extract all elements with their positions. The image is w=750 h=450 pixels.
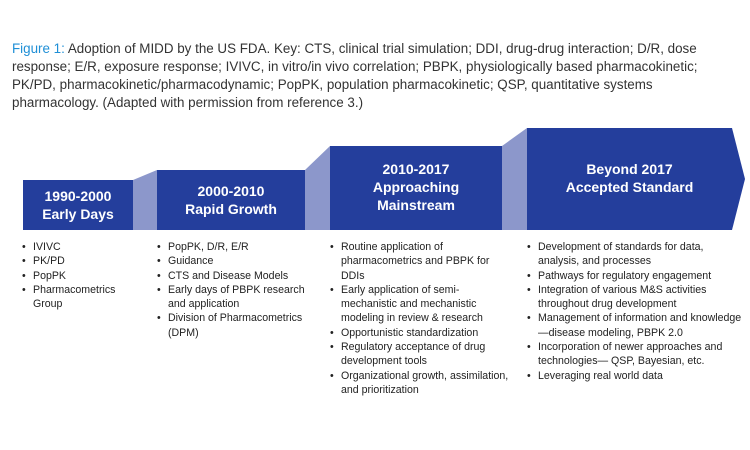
stage-title-3: 2010-2017 Approaching Mainstream bbox=[330, 160, 502, 214]
stage-box-4-arrow bbox=[527, 128, 745, 230]
stage-4-items: Development of standards for data, analy… bbox=[527, 240, 742, 383]
connector-2-3 bbox=[305, 146, 330, 230]
stage-1-label: Early Days bbox=[42, 206, 114, 222]
stage-box-3 bbox=[330, 146, 502, 230]
list-item: Division of Pharmacometrics (DPM) bbox=[157, 311, 317, 340]
list-item: CTS and Disease Models bbox=[157, 269, 317, 284]
connector-3-4 bbox=[502, 128, 527, 230]
list-item: PopPK bbox=[22, 269, 134, 284]
list-item: Integration of various M&S activities th… bbox=[527, 283, 742, 312]
figure-label: Figure 1: bbox=[12, 41, 65, 56]
stage-1-items: IVIVC PK/PD PopPK Pharmacometrics Group bbox=[22, 240, 134, 311]
list-item: Early application of semi-mechanistic an… bbox=[330, 283, 510, 326]
list-item: Guidance bbox=[157, 254, 317, 269]
stage-title-4: Beyond 2017 Accepted Standard bbox=[527, 160, 732, 196]
caption-text: Adoption of MIDD by the US FDA. Key: CTS… bbox=[12, 41, 698, 110]
list-item: Opportunistic standardization bbox=[330, 326, 510, 341]
figure-caption: Figure 1: Adoption of MIDD by the US FDA… bbox=[12, 40, 742, 112]
stage-3-years: 2010-2017 bbox=[382, 161, 450, 177]
list-item: PK/PD bbox=[22, 254, 134, 269]
stage-2-years: 2000-2010 bbox=[197, 183, 265, 199]
list-item: Leveraging real world data bbox=[527, 369, 742, 384]
stage-1-years: 1990-2000 bbox=[44, 188, 112, 204]
stage-box-2 bbox=[157, 170, 305, 230]
list-item: Pharmacometrics Group bbox=[22, 283, 134, 312]
stage-box-1 bbox=[23, 180, 133, 230]
stage-2-items: PopPK, D/R, E/R Guidance CTS and Disease… bbox=[157, 240, 317, 340]
stage-3-label-1: Approaching bbox=[372, 179, 460, 195]
stage-3-items: Routine application of pharmacometrics a… bbox=[330, 240, 510, 397]
stage-4-label: Accepted Standard bbox=[565, 179, 694, 195]
list-item: Management of information and knowledge—… bbox=[527, 311, 742, 340]
stage-title-1: 1990-2000 Early Days bbox=[23, 187, 133, 223]
list-item: PopPK, D/R, E/R bbox=[157, 240, 317, 255]
list-item: Routine application of pharmacometrics a… bbox=[330, 240, 510, 283]
stage-2-label: Rapid Growth bbox=[185, 201, 277, 217]
list-item: IVIVC bbox=[22, 240, 134, 255]
list-item: Early days of PBPK research and applicat… bbox=[157, 283, 317, 312]
stage-3-label-2: Mainstream bbox=[377, 197, 455, 213]
stage-4-years: Beyond 2017 bbox=[586, 161, 673, 177]
list-item: Pathways for regulatory engagement bbox=[527, 269, 742, 284]
stage-title-2: 2000-2010 Rapid Growth bbox=[157, 182, 305, 218]
list-item: Incorporation of newer approaches and te… bbox=[527, 340, 742, 369]
connector-1-2 bbox=[133, 170, 157, 230]
list-item: Organizational growth, assimilation, and… bbox=[330, 369, 510, 398]
list-item: Regulatory acceptance of drug developmen… bbox=[330, 340, 510, 369]
list-item: Development of standards for data, analy… bbox=[527, 240, 742, 269]
